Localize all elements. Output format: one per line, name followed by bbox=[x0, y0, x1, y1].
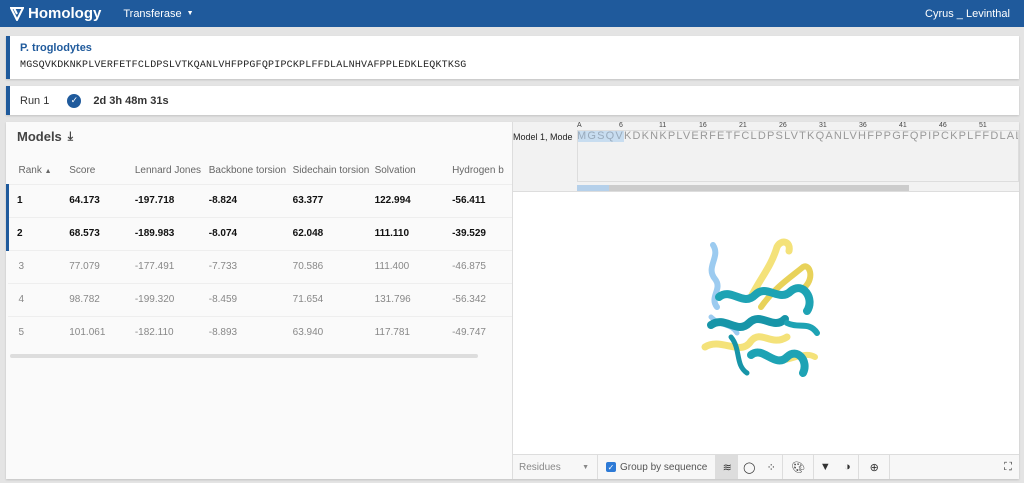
target-sequence-card: P. troglodytes MGSQVKDKNKPLVERFETFCLDPSL… bbox=[6, 36, 1019, 79]
sequence-scrollbar[interactable] bbox=[577, 185, 909, 191]
caret-down-icon: ▼ bbox=[582, 463, 589, 471]
caret-down-icon: ▼ bbox=[186, 10, 194, 17]
contrast-icon[interactable]: ◑ bbox=[843, 461, 851, 473]
table-horizontal-scrollbar[interactable] bbox=[10, 354, 478, 358]
run-label: Run 1 bbox=[20, 94, 50, 107]
palette-icon[interactable]: 🎨︎ bbox=[791, 461, 806, 474]
filter-icon[interactable]: ▼ bbox=[819, 461, 831, 473]
logo-icon bbox=[10, 6, 24, 21]
surface-representation-icon[interactable]: ◯ bbox=[743, 461, 756, 474]
fullscreen-icon[interactable]: ⛶ bbox=[1004, 460, 1012, 473]
unselected-residues: KDKNKPLVERFETFCLDPSLVTKQANLVHFPPGFQPIPCK… bbox=[623, 130, 1019, 142]
group-by-sequence-label: Group by sequence bbox=[620, 461, 708, 473]
column-header-sidechain-torsion[interactable]: Sidechain torsion bbox=[292, 164, 370, 176]
column-header-backbone-torsion[interactable]: Backbone torsion bbox=[208, 164, 287, 176]
ball-stick-representation-icon[interactable]: ⁘ bbox=[766, 461, 776, 474]
sequence-scroll-thumb[interactable] bbox=[577, 185, 609, 191]
column-header-hydrogen-bond[interactable]: Hydrogen b bbox=[452, 164, 504, 176]
download-icon[interactable]: ⤓ bbox=[67, 129, 74, 143]
table-header-row: Rank ▲ Score Lennard Jones Backbone tors… bbox=[8, 157, 513, 184]
user-name[interactable]: Cyrus _ Levinthal bbox=[925, 7, 1010, 20]
table-row[interactable]: 4 98.782 -199.320 -8.459 71.654 131.796 -56.34… bbox=[7, 282, 512, 316]
toolbar-divider bbox=[858, 455, 860, 479]
column-header-rank[interactable]: Rank ▲ bbox=[18, 164, 52, 176]
toolbar-divider bbox=[889, 455, 891, 479]
column-header-lennard-jones[interactable]: Lennard Jones bbox=[134, 164, 202, 176]
run-card[interactable]: Run 1 ✓ 2d 3h 48m 31s bbox=[6, 86, 1019, 115]
project-menu[interactable]: Transferase ▼ bbox=[123, 8, 193, 20]
residues-select-label: Residues bbox=[519, 461, 561, 473]
protein-cartoon bbox=[701, 238, 820, 377]
column-header-score[interactable]: Score bbox=[69, 164, 96, 176]
models-pane: Models ⤓ Rank ▲ Score Lennard Jones Back… bbox=[6, 122, 513, 479]
species-name: P. troglodytes bbox=[20, 42, 92, 54]
models-table: Rank ▲ Score Lennard Jones Backbone tors… bbox=[6, 157, 512, 349]
table-row[interactable]: 5 101.061 -182.110 -8.893 63.940 117.781 -49.7… bbox=[7, 315, 512, 349]
toolbar-divider bbox=[782, 455, 784, 479]
target-sequence: MGSQVKDKNKPLVERFETFCLDPSLVTKQANLVHFPPGFQ… bbox=[20, 60, 467, 71]
run-runtime: 2d 3h 48m 31s bbox=[93, 94, 169, 107]
table-row[interactable]: 3 77.079 -177.491 -7.733 70.586 111.400 -46.87… bbox=[7, 249, 512, 283]
table-row[interactable]: 2 68.573 -189.983 -8.074 62.048 111.110 -39.52… bbox=[6, 216, 512, 250]
selected-residues: MGSQV bbox=[577, 130, 624, 142]
cartoon-representation-icon[interactable]: ≋ bbox=[716, 455, 739, 479]
project-menu-label: Transferase bbox=[123, 7, 182, 20]
top-navbar: Homology Transferase ▼ Cyrus _ Levinthal bbox=[0, 0, 1024, 27]
residues-select[interactable]: Residues ▼ bbox=[513, 455, 598, 479]
app-logo[interactable]: Homology bbox=[10, 5, 101, 22]
sequence-viewer: A 6 11 16 21 26 31 36 41 46 51 Model 1, … bbox=[513, 122, 1019, 192]
check-circle-icon: ✓ bbox=[67, 93, 82, 108]
results-panel: Models ⤓ Rank ▲ Score Lennard Jones Back… bbox=[6, 122, 1019, 479]
chain-label: A bbox=[577, 122, 582, 129]
3d-structure-viewer[interactable] bbox=[513, 193, 1019, 454]
models-header: Models ⤓ bbox=[17, 129, 73, 144]
column-header-solvation[interactable]: Solvation bbox=[374, 164, 416, 176]
viewer-toolbar: Residues ▼ ✓ Group by sequence ≋ ◯ ⁘ 🎨︎ … bbox=[513, 454, 1019, 479]
center-target-icon[interactable]: ⊕ bbox=[869, 461, 879, 474]
sort-asc-icon: ▲ bbox=[44, 167, 52, 175]
app-title: Homology bbox=[28, 5, 102, 22]
sequence-residues[interactable]: MGSQVKDKNKPLVERFETFCLDPSLVTKQANLVHFPPGFQ… bbox=[577, 130, 1019, 142]
structure-pane: A 6 11 16 21 26 31 36 41 46 51 Model 1, … bbox=[513, 122, 1019, 479]
sequence-model-label: Model 1, Mode bbox=[513, 132, 573, 142]
checkbox-checked-icon[interactable]: ✓ bbox=[606, 462, 616, 472]
table-row[interactable]: 1 64.173 -197.718 -8.824 63.377 122.994 -56.41… bbox=[6, 183, 512, 217]
models-title: Models bbox=[17, 129, 62, 144]
group-by-sequence-toggle[interactable]: ✓ Group by sequence bbox=[598, 455, 717, 479]
toolbar-divider bbox=[813, 455, 815, 479]
